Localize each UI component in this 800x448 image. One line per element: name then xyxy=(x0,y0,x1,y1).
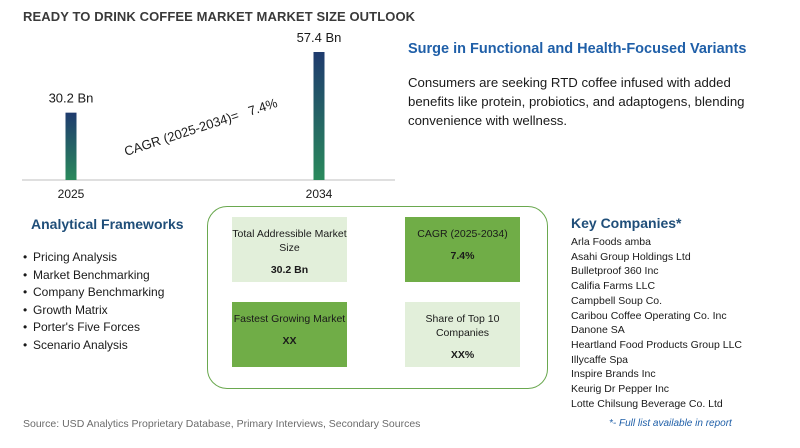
x-tick-label: 2034 xyxy=(306,187,333,201)
bullet-icon: • xyxy=(23,250,28,264)
metrics-panel: Total Addressible Market Size 30.2 Bn CA… xyxy=(207,206,548,389)
list-item: • Company Benchmarking xyxy=(23,284,164,302)
bullet-icon: • xyxy=(23,267,28,282)
bullet-icon: • xyxy=(23,337,28,352)
fastest-growing-label: Fastest Growing Market xyxy=(233,313,346,325)
list-item: Inspire Brands Inc xyxy=(571,368,656,381)
tam-label: Total Addressible Market Size xyxy=(232,228,347,254)
feature-title: Surge in Functional and Health-Focused V… xyxy=(408,41,747,57)
cagr-value: 7.4% xyxy=(450,250,475,262)
list-item: • Growth Matrix xyxy=(23,302,164,320)
list-item: • Market Benchmarking xyxy=(23,267,164,285)
bullet-icon: • xyxy=(23,320,28,334)
tam-card: Total Addressible Market Size 30.2 Bn xyxy=(232,217,347,282)
page-title: READY TO DRINK COFFEE MARKET MARKET SIZE… xyxy=(23,9,416,24)
feature-description: Consumers are seeking RTD coffee infused… xyxy=(408,75,745,128)
x-tick-label: 2025 xyxy=(58,187,85,201)
frameworks-title: Analytical Frameworks xyxy=(31,216,184,232)
list-item: Bulletproof 360 Inc xyxy=(571,265,659,278)
bar-value-label: 30.2 Bn xyxy=(49,91,94,106)
cagr-card: CAGR (2025-2034) 7.4% xyxy=(405,217,520,282)
bar-2025 xyxy=(65,112,77,180)
list-item: Heartland Food Products Group LLC xyxy=(571,338,743,351)
list-item: • Porter's Five Forces xyxy=(23,319,164,337)
source-note: Source: USD Analytics Proprietary Databa… xyxy=(23,418,421,430)
fastest-growing-value: XX xyxy=(282,335,297,347)
bullet-icon: • xyxy=(23,285,28,299)
list-item: Asahi Group Holdings Ltd xyxy=(571,250,691,263)
top10-share-value: XX% xyxy=(450,349,475,361)
cagr-annotation: CAGR (2025-2034)= 7.4% xyxy=(122,95,279,159)
list-item: Lotte Chilsung Beverage Co. Ltd xyxy=(571,397,723,410)
bar-value-label: 57.4 Bn xyxy=(297,30,342,45)
list-item: • Pricing Analysis xyxy=(23,249,164,267)
companies-title: Key Companies* xyxy=(571,215,682,231)
bullet-icon: • xyxy=(23,302,28,317)
list-item: • Scenario Analysis xyxy=(23,337,164,355)
bar-2034 xyxy=(313,52,325,180)
fastest-growing-card: Fastest Growing Market XX xyxy=(232,302,347,367)
tam-value: 30.2 Bn xyxy=(270,264,309,276)
cagr-label: CAGR (2025-2034) xyxy=(417,228,508,240)
market-size-bar-chart: 30.2 Bn 2025 57.4 Bn 2034 CAGR (2025-2034)=… xyxy=(22,30,395,201)
top10-share-card: Share of Top 10 Companies XX% xyxy=(405,302,520,367)
companies-list: Arla Foods amba Asahi Group Holdings Ltd… xyxy=(571,235,742,411)
list-item: Keurig Dr Pepper Inc xyxy=(571,383,670,396)
full-list-note: *- Full list available in report xyxy=(609,418,732,429)
list-item: Danone SA xyxy=(571,324,625,337)
list-item: Illycaffe Spa xyxy=(571,353,629,366)
list-item: Campbell Soup Co. xyxy=(571,294,663,307)
top10-share-label: Share of Top 10 Companies xyxy=(425,313,500,339)
list-item: Arla Foods amba xyxy=(571,236,651,248)
list-item: Califia Farms LLC xyxy=(571,280,656,293)
list-item: Caribou Coffee Operating Co. Inc xyxy=(571,309,727,322)
frameworks-list: • Pricing Analysis • Market Benchmarking •… xyxy=(23,249,164,354)
